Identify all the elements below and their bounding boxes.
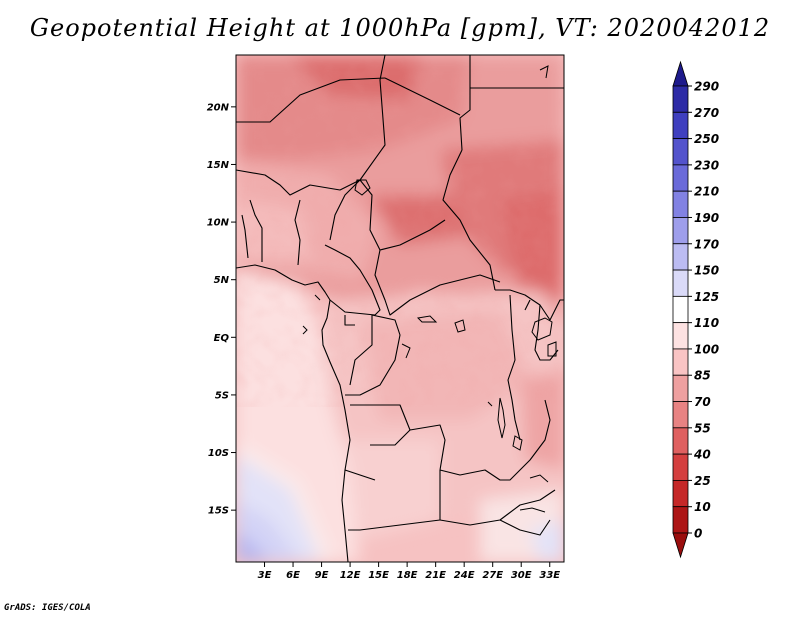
lon-tick-label: 30E <box>511 570 532 581</box>
lon-tick-label: 18E <box>397 570 418 581</box>
colorbar-swatch <box>672 374 689 402</box>
colorbar-label: 150 <box>694 264 719 278</box>
colorbar-swatch <box>672 269 689 297</box>
lat-tick-label: 5N <box>214 275 230 286</box>
colorbar-swatch <box>672 295 689 324</box>
colorbar-label: 40 <box>693 448 711 462</box>
colorbar-swatch <box>672 111 689 139</box>
lon-tick-label: 3E <box>258 570 272 581</box>
colorbar-label: 230 <box>694 158 719 172</box>
lon-tick-label: 27E <box>482 570 503 581</box>
colorbar-label: 25 <box>694 474 711 488</box>
colorbar-swatch <box>672 243 689 271</box>
colorbar-label: 0 <box>694 527 702 541</box>
map-frame <box>235 54 565 563</box>
colorbar-swatch <box>672 322 689 350</box>
colorbar-label: 100 <box>694 342 719 356</box>
colorbar-label: 70 <box>694 395 711 409</box>
lon-tick-label: 33E <box>539 570 560 581</box>
longitude-axis: 3E 6E 9E 12E 15E 18E 21E 24E 27E 30E 33E <box>258 562 560 581</box>
colorbar-swatch <box>672 427 689 455</box>
colorbar-swatch <box>672 217 689 245</box>
latitude-axis: 20N 15N 10N 5N EQ 5S 10S 15S <box>207 102 236 517</box>
country-boundaries <box>236 55 564 562</box>
colorbar-swatch <box>672 164 689 192</box>
colorbar-swatch <box>672 138 689 166</box>
colorbar-label: 270 <box>694 106 719 120</box>
colorbar-label: 110 <box>694 316 719 330</box>
colorbar-label: 55 <box>694 421 711 435</box>
lon-tick-label: 6E <box>286 570 300 581</box>
colorbar-label: 250 <box>694 132 719 146</box>
colorbar-label: 190 <box>694 211 719 225</box>
lon-tick-label: 21E <box>425 570 446 581</box>
lon-tick-label: 12E <box>340 570 361 581</box>
lon-tick-label: 15E <box>368 570 389 581</box>
colorbar: 2902702502302101901701501251101008570554… <box>672 60 719 559</box>
lat-tick-label: 10S <box>208 448 229 459</box>
colorbar-label: 170 <box>694 237 719 251</box>
colorbar-swatch <box>672 453 689 481</box>
map-title: Geopotential Height at 1000hPa [gpm], VT… <box>29 14 771 42</box>
colorbar-swatch <box>672 401 689 429</box>
lakes <box>302 65 557 513</box>
lat-tick-label: 10N <box>207 218 230 229</box>
lon-tick-label: 24E <box>454 570 475 581</box>
lon-tick-label: 9E <box>315 570 329 581</box>
colorbar-label: 125 <box>694 290 719 304</box>
colorbar-label: 290 <box>694 80 719 94</box>
lat-tick-label: EQ <box>214 333 230 344</box>
lat-tick-label: 15S <box>208 506 229 517</box>
colorbar-swatch <box>672 348 689 376</box>
colorbar-swatch <box>672 506 689 534</box>
colorbar-label: 85 <box>694 369 711 383</box>
colorbar-bottom-arrow <box>672 532 689 559</box>
colorbar-label: 210 <box>694 185 719 199</box>
lat-tick-label: 20N <box>207 102 230 113</box>
grads-credit: GrADS: IGES/COLA <box>4 603 91 613</box>
lat-tick-label: 15N <box>207 160 230 171</box>
colorbar-label: 10 <box>694 500 711 514</box>
height-field <box>236 55 564 562</box>
colorbar-swatch <box>672 85 689 113</box>
lat-tick-label: 5S <box>215 390 229 401</box>
colorbar-top-arrow <box>672 60 689 87</box>
colorbar-swatch <box>672 190 689 218</box>
colorbar-swatch <box>672 480 689 508</box>
